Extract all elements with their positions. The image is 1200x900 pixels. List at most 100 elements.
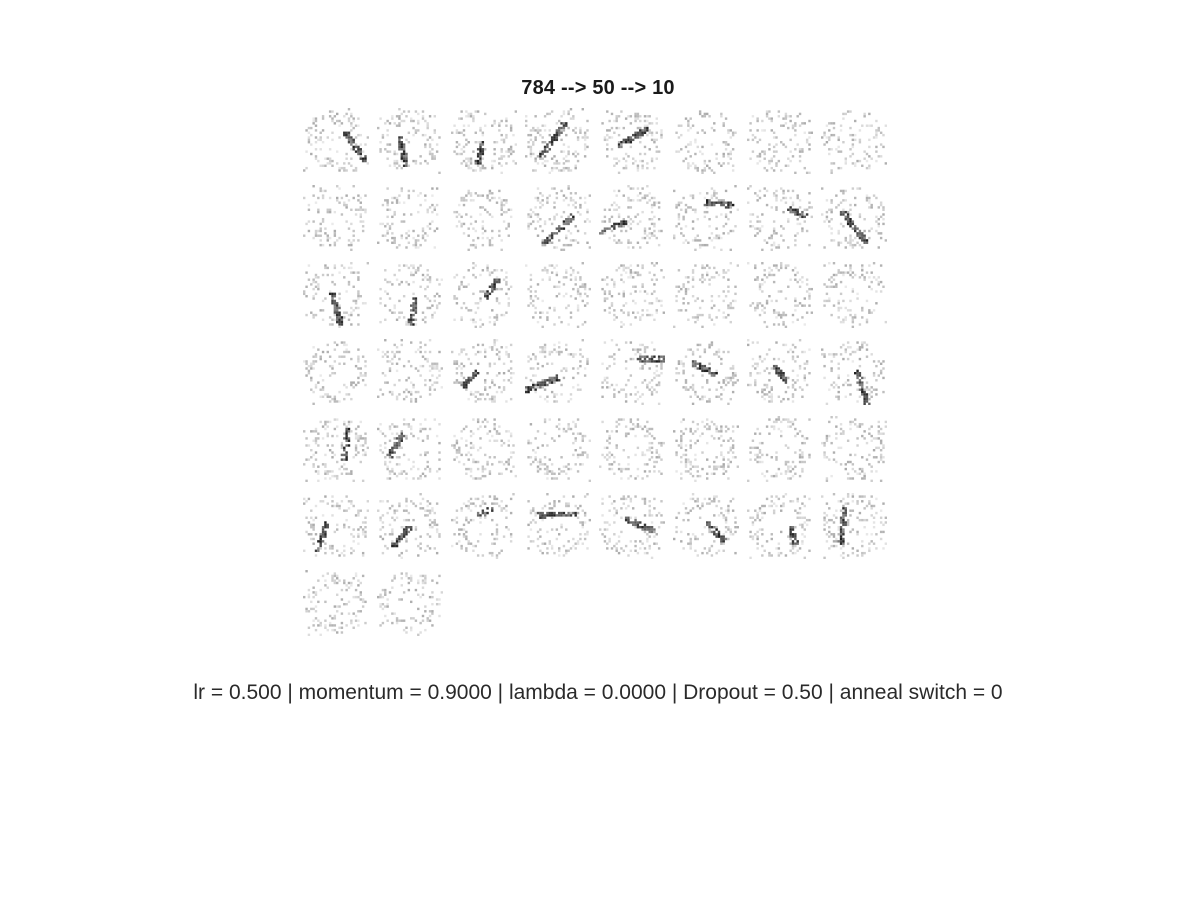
weight-pixel [882,367,885,370]
weight-pixel [391,241,394,244]
weight-pixel [758,285,762,288]
weight-pixel [768,400,771,403]
weight-pixel [324,535,327,538]
weight-pixel [338,362,341,365]
weight-pixel [610,148,614,151]
weight-pixel [555,196,559,200]
weight-pixel [636,446,640,450]
weight-pixel [722,225,725,228]
weight-pixel [479,150,482,153]
weight-pixel [328,196,332,200]
weight-pixel [620,320,623,324]
weight-pixel [710,126,714,130]
weight-pixel [307,141,311,144]
weight-pixel [715,316,718,319]
weight-pixel [653,264,656,267]
weight-pixel [777,357,781,361]
weight-pixel [648,357,651,361]
weight-pixel [553,400,556,403]
weight-pixel [553,323,556,326]
weight-pixel [469,430,473,433]
weight-pixel [576,229,580,233]
weight-pixel [474,229,477,233]
weight-pixel [687,280,690,284]
weight-pixel [407,131,411,134]
weight-pixel [381,393,385,396]
weight-pixel [424,357,427,361]
weight-pixel [617,189,621,193]
weight-pixel [379,117,382,120]
weight-pixel [421,133,425,137]
weight-pixel [756,278,759,281]
weight-pixel [856,341,859,344]
weight-pixel [560,248,563,251]
weight-pixel [858,323,862,326]
weight-pixel [364,210,367,214]
weight-pixel [768,372,771,375]
weight-pixel [823,451,826,454]
weight-pixel [606,386,609,389]
weight-pixel [317,276,320,279]
weight-pixel [684,157,688,160]
weight-pixel [328,292,332,296]
weight-pixel [428,350,432,354]
weight-pixel [828,299,831,303]
weight-pixel [830,218,833,221]
weight-pixel [727,218,730,221]
weight-pixel [701,325,704,328]
weight-pixel [791,208,795,211]
weight-pixel [627,136,630,139]
weight-pixel [460,152,463,156]
weight-pixel [650,434,654,438]
weight-pixel [328,208,332,211]
weight-pixel [854,243,857,247]
weight-pixel [772,192,776,195]
weight-pixel [801,470,804,473]
weight-tile [377,418,441,480]
weight-pixel [655,297,658,300]
weight-pixel [615,157,618,160]
weight-pixel [706,441,709,445]
weight-pixel [455,441,459,445]
weight-pixel [706,112,709,116]
weight-pixel [646,133,649,137]
weight-pixel [505,199,508,202]
weight-pixel [393,472,396,475]
weight-pixel [455,367,459,370]
weight-pixel [772,243,776,247]
weight-pixel [391,215,394,219]
weight-pixel [398,138,401,142]
weight-pixel [305,458,308,461]
weight-pixel [710,232,714,235]
weight-pixel [851,152,855,156]
weight-pixel [393,444,396,447]
weight-pixel [879,143,883,146]
weight-pixel [438,423,441,426]
weight-pixel [472,266,475,270]
weight-pixel [465,444,468,447]
weight-pixel [338,201,341,204]
weight-pixel [856,374,859,377]
weight-pixel [749,372,752,375]
weight-pixel [476,420,480,424]
weight-pixel [541,364,544,368]
weight-pixel [541,136,544,139]
weight-pixel [727,427,730,431]
weight-pixel [763,320,766,324]
weight-pixel [386,222,389,226]
weight-pixel [650,427,654,431]
weight-pixel [340,213,344,216]
weight-pixel [381,355,385,358]
weight-pixel [546,395,549,398]
weight-pixel [398,316,401,319]
weight-pixel [825,124,829,127]
weight-pixel [849,477,852,480]
weight-pixel [772,420,776,424]
weight-pixel [324,530,327,534]
weight-pixel [536,297,540,300]
weight-pixel [419,493,422,496]
weight-pixel [345,393,348,396]
weight-pixel [305,530,308,534]
weight-pixel [828,285,831,288]
weight-pixel [854,273,857,277]
